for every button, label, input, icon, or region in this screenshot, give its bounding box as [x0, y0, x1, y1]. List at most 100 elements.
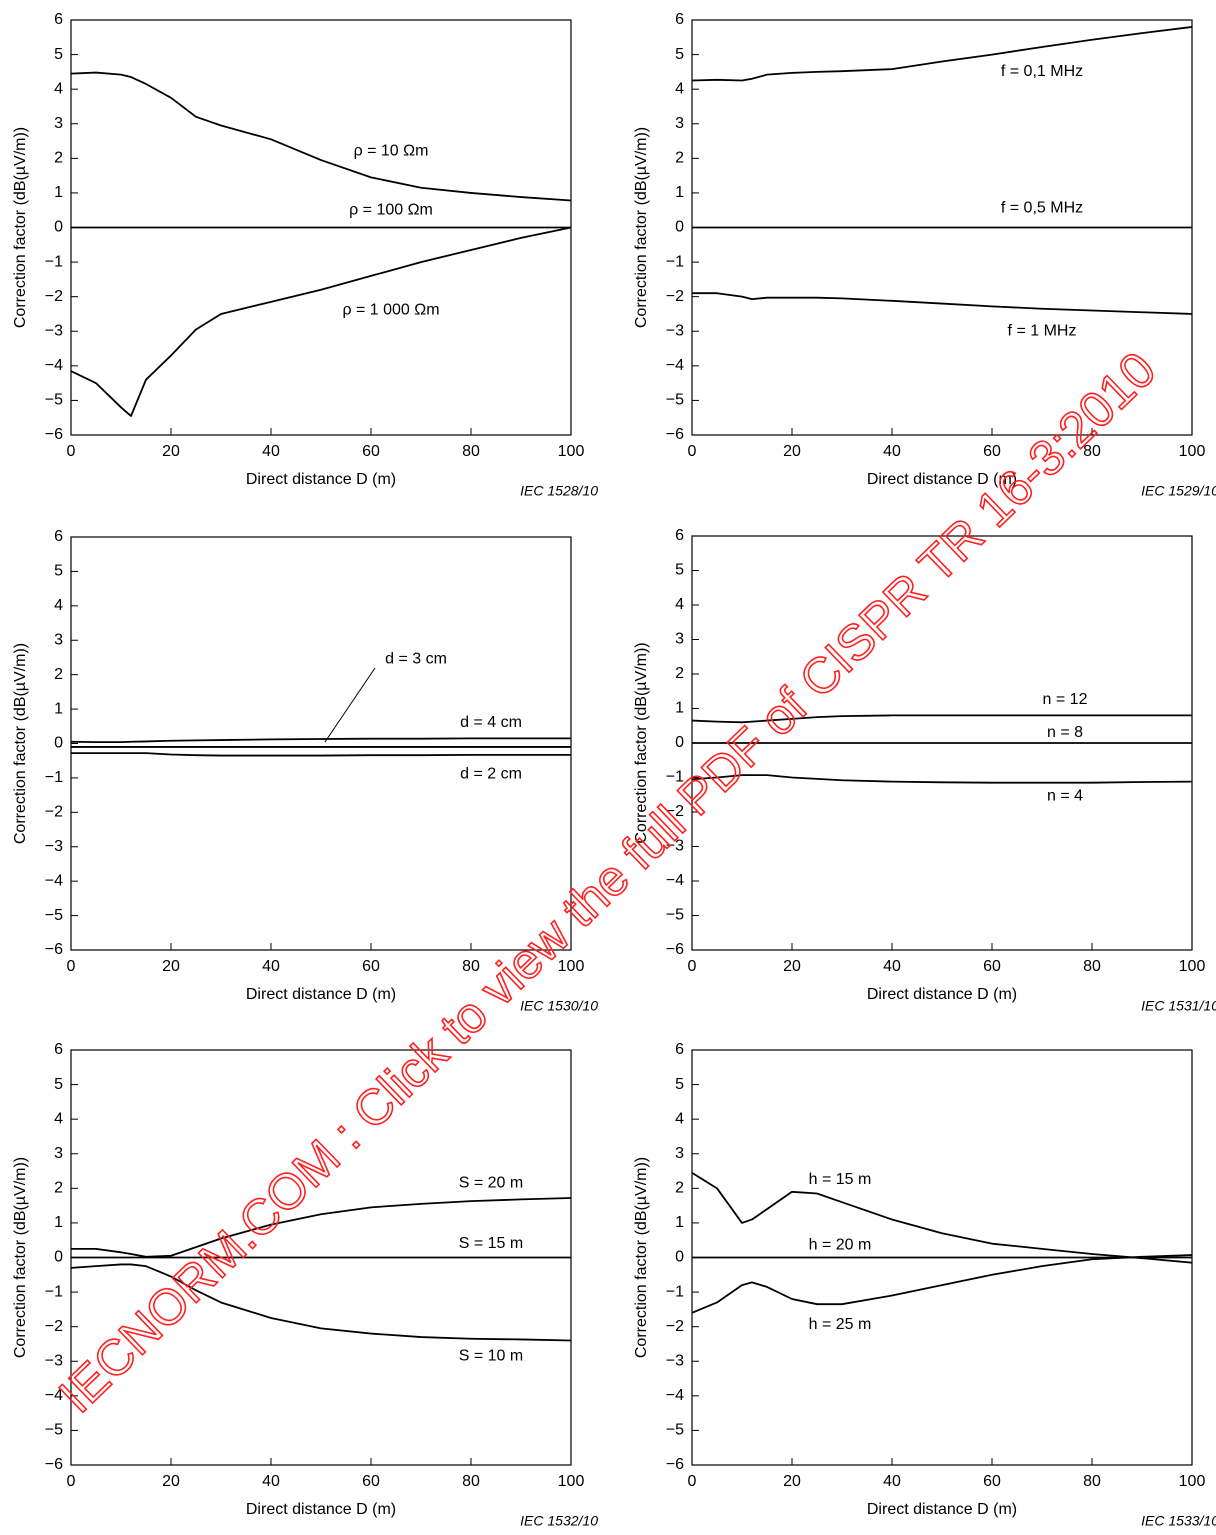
series-line	[691, 714, 1192, 724]
series-line	[71, 1197, 572, 1258]
y-tick-label: −2	[666, 803, 684, 820]
x-tick-label: 100	[1179, 443, 1206, 460]
y-tick-label: 1	[675, 700, 684, 717]
y-tick-label: −5	[666, 392, 684, 409]
x-tick-label: 40	[883, 443, 901, 460]
x-tick-label: 60	[362, 1473, 380, 1490]
y-axis-label: Correction factor (dB(µV/m))	[12, 127, 29, 328]
y-tick-label: −2	[666, 1318, 684, 1335]
y-tick-label: 3	[54, 1145, 63, 1162]
x-tick-label: 60	[983, 1473, 1001, 1490]
y-tick-label: −1	[45, 253, 63, 270]
figure-note: IEC 1531/10	[1141, 998, 1216, 1014]
x-tick-label: 100	[558, 1473, 585, 1490]
y-tick-label: −4	[666, 872, 684, 889]
y-tick-label: 2	[675, 1180, 684, 1197]
x-tick-label: 40	[883, 1473, 901, 1490]
series-line	[71, 752, 571, 757]
x-tick-label: 60	[983, 958, 1001, 975]
plot-frame	[70, 536, 572, 951]
x-tick-label: 0	[67, 1473, 76, 1490]
series-label: S = 15 m	[459, 1235, 523, 1252]
series-label: f = 1 MHz	[1008, 322, 1077, 339]
x-tick-label: 80	[462, 958, 480, 975]
y-tick-label: 6	[54, 1041, 63, 1058]
x-tick-label: 20	[783, 443, 801, 460]
x-tick-label: 0	[688, 958, 697, 975]
y-tick-label: 4	[54, 1110, 63, 1127]
y-tick-label: 0	[675, 219, 684, 236]
y-tick-label: 3	[54, 115, 63, 132]
leader-line	[324, 667, 376, 743]
x-tick-label: 80	[462, 443, 480, 460]
x-tick-label: 0	[688, 443, 697, 460]
x-axis-label: Direct distance D (m)	[867, 986, 1017, 1003]
y-tick-label: −3	[45, 1352, 63, 1369]
y-tick-label: −2	[45, 804, 63, 821]
x-tick-label: 40	[262, 958, 280, 975]
y-tick-label: 6	[675, 527, 684, 544]
y-axis-label: Correction factor (dB(µV/m))	[12, 1157, 29, 1358]
y-tick-label: −2	[45, 1318, 63, 1335]
x-axis-label: Direct distance D (m)	[867, 471, 1017, 488]
series-label: ρ = 100 Ωm	[349, 201, 433, 218]
y-tick-label: 5	[675, 1076, 684, 1093]
y-tick-label: −6	[45, 1456, 63, 1473]
y-tick-label: −6	[45, 426, 63, 443]
y-tick-label: −1	[666, 769, 684, 786]
y-tick-label: 0	[54, 219, 63, 236]
y-axis-label: Correction factor (dB(µV/m))	[12, 643, 29, 844]
series-line	[691, 1172, 1193, 1264]
y-tick-label: 2	[54, 150, 63, 167]
series-label: ρ = 1 000 Ωm	[342, 302, 439, 319]
x-tick-label: 100	[558, 443, 585, 460]
series-label: d = 3 cm	[385, 650, 447, 667]
x-axis-label: Direct distance D (m)	[246, 1501, 396, 1518]
x-tick-label: 60	[362, 443, 380, 460]
figure-note: IEC 1529/10	[1141, 483, 1216, 499]
y-tick-label: −6	[45, 941, 63, 958]
x-tick-label: 40	[262, 1473, 280, 1490]
y-tick-label: 6	[675, 11, 684, 28]
series-label: f = 0,1 MHz	[1001, 63, 1083, 80]
y-tick-label: −4	[666, 357, 684, 374]
series-label: h = 25 m	[809, 1316, 872, 1333]
series-line	[70, 1263, 572, 1342]
y-axis-label: Correction factor (dB(µV/m))	[633, 1157, 650, 1358]
y-tick-label: 1	[54, 700, 63, 717]
y-tick-label: 3	[54, 631, 63, 648]
x-tick-label: 80	[1083, 443, 1101, 460]
y-tick-label: 1	[54, 1214, 63, 1231]
y-tick-label: −3	[666, 1352, 684, 1369]
x-tick-label: 100	[1179, 1473, 1206, 1490]
series-label: f = 0,5 MHz	[1001, 200, 1083, 217]
series-label: d = 4 cm	[460, 714, 522, 731]
watermark: IECNORM.COM : Click to view the full PDF…	[48, 341, 1166, 1423]
y-tick-label: 1	[54, 184, 63, 201]
y-tick-label: −4	[45, 872, 63, 889]
x-axis-label: Direct distance D (m)	[246, 471, 396, 488]
y-tick-label: 2	[675, 665, 684, 682]
y-tick-label: 0	[675, 734, 684, 751]
series-label: S = 10 m	[459, 1347, 523, 1364]
y-tick-label: 4	[675, 596, 684, 613]
y-tick-label: 6	[675, 1041, 684, 1058]
y-tick-label: 6	[54, 11, 63, 28]
y-tick-label: −1	[666, 1283, 684, 1300]
y-tick-label: −2	[666, 288, 684, 305]
x-tick-label: 40	[262, 443, 280, 460]
x-tick-label: 20	[162, 443, 180, 460]
y-tick-label: −5	[45, 392, 63, 409]
series-label: d = 2 cm	[460, 766, 522, 783]
y-tick-label: −6	[666, 426, 684, 443]
y-tick-label: 2	[54, 1180, 63, 1197]
series-label: n = 12	[1043, 691, 1088, 708]
y-tick-label: 2	[675, 150, 684, 167]
y-tick-label: −1	[45, 1283, 63, 1300]
y-tick-label: 5	[675, 562, 684, 579]
series-line	[691, 774, 1193, 784]
x-tick-label: 20	[162, 958, 180, 975]
y-tick-label: 4	[54, 597, 63, 614]
series-line	[70, 226, 572, 417]
y-tick-label: 6	[54, 528, 63, 545]
